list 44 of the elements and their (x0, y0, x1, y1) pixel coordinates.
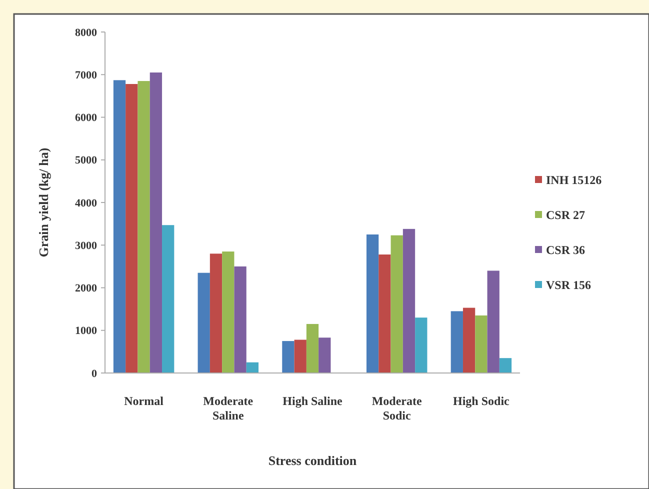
bar (318, 338, 331, 373)
bar (234, 266, 246, 373)
bar (150, 72, 162, 373)
bar (126, 84, 138, 373)
y-tick-label: 0 (92, 368, 98, 380)
bar (246, 362, 259, 373)
y-tick-label: 8000 (75, 26, 98, 39)
bar (462, 308, 476, 373)
bar (198, 272, 210, 373)
bar (499, 358, 512, 373)
bar (113, 80, 126, 373)
y-tick-label: 6000 (75, 112, 98, 124)
bar (390, 235, 403, 373)
legend-label: CSR 36 (546, 243, 586, 258)
bar (378, 254, 391, 373)
bar (294, 340, 306, 373)
y-tick-label: 2000 (75, 282, 98, 295)
x-axis-title: Stress condition (268, 453, 358, 468)
x-tick-label: High Sodic (453, 394, 510, 408)
bar (138, 81, 150, 373)
bar (402, 228, 416, 373)
x-tick-label: Moderate Sodic (372, 394, 423, 422)
bar (306, 324, 319, 373)
y-tick-label: 3000 (75, 240, 98, 252)
bar (366, 234, 379, 373)
y-tick-label: 1000 (75, 325, 98, 338)
bar (210, 254, 222, 373)
y-tick-label: 5000 (75, 154, 98, 167)
legend-label: CSR 27 (546, 208, 586, 222)
legend-label: INH 15126 (546, 173, 602, 188)
bar (450, 311, 463, 373)
x-tick-label: High Saline (282, 394, 344, 408)
x-tick-label: Normal (124, 394, 164, 408)
bar (222, 252, 234, 373)
bar (162, 225, 174, 373)
y-axis-title: Grain yield (kg/ ha) (36, 148, 51, 258)
bar (282, 341, 294, 373)
x-tick-label: Moderate Saline (203, 394, 254, 422)
legend-label: VSR 156 (546, 278, 592, 292)
bar (475, 315, 488, 373)
bar (415, 318, 428, 373)
y-tick-label: 7000 (75, 69, 98, 82)
bar (487, 270, 500, 373)
y-tick-label: 4000 (75, 197, 98, 210)
